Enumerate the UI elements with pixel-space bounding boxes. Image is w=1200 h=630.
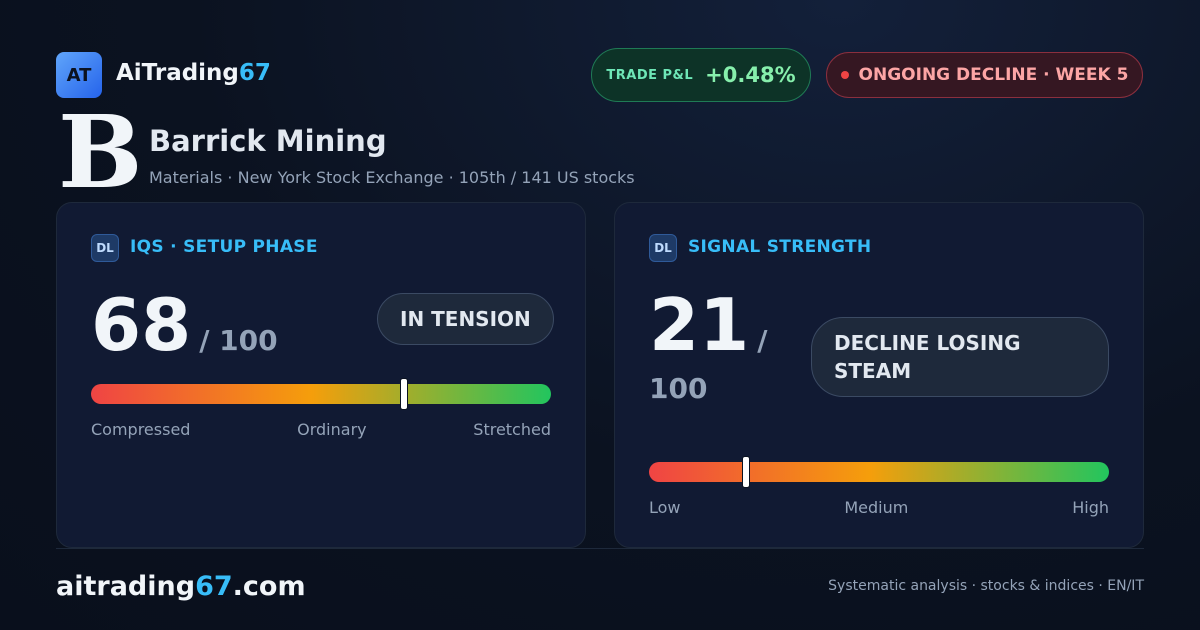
score-max: / 100 <box>199 324 278 357</box>
card-title: SIGNAL STRENGTH <box>688 237 872 257</box>
logo-badge: AT <box>56 52 102 98</box>
status-dot <box>840 71 849 79</box>
site-url: aitrading67.com <box>56 571 306 602</box>
status-tag: IN TENSION <box>377 293 554 345</box>
score-value: 21 <box>649 283 750 367</box>
gauge-bar <box>91 378 551 410</box>
footer-rule <box>56 548 1144 549</box>
scale-label: Medium <box>844 498 909 517</box>
tagline: Systematic analysis · stocks & indices ·… <box>828 578 1144 594</box>
card: DL SIGNAL STRENGTH 21/ 100 DECLINE LOSIN… <box>614 202 1144 548</box>
site-tld: .com <box>232 571 306 602</box>
scale-label: High <box>1072 498 1109 517</box>
status-text: ONGOING DECLINE · WEEK 5 <box>858 65 1129 85</box>
card: DL IQS · SETUP PHASE 68/ 100 IN TENSION … <box>56 202 586 548</box>
status-pill: ONGOING DECLINE · WEEK 5 <box>826 52 1143 98</box>
scale-label: Stretched <box>473 420 551 439</box>
pnl-pill: TRADE P&L +0.48% <box>591 48 811 102</box>
brand-accent: 67 <box>238 60 271 86</box>
gauge-scale: Compressed Ordinary Stretched <box>91 420 551 439</box>
gauge-bar <box>649 456 1109 488</box>
scale-label: Compressed <box>91 420 191 439</box>
pnl-label: TRADE P&L <box>606 67 694 83</box>
pnl-value: +0.48% <box>705 63 796 87</box>
status-tag: DECLINE LOSING STEAM <box>811 317 1109 397</box>
gauge-marker <box>741 456 750 488</box>
grade: B <box>58 93 143 211</box>
gauge-scale: Low Medium High <box>649 498 1109 517</box>
score: 68/ 100 <box>91 289 278 361</box>
scale-label: Low <box>649 498 681 517</box>
score: 21/ 100 <box>649 289 779 412</box>
gauge-marker <box>399 378 408 410</box>
scale-label: Ordinary <box>297 420 367 439</box>
score-max: / 100 <box>649 324 768 405</box>
score-value: 68 <box>91 283 192 367</box>
site-accent: 67 <box>195 571 233 602</box>
site-name: aitrading <box>56 571 196 602</box>
stock-name: Barrick Mining <box>149 124 387 158</box>
card-badge: DL <box>91 234 119 262</box>
stock-meta: Materials · New York Stock Exchange · 10… <box>149 168 635 187</box>
brand: AiTrading67 <box>116 60 271 86</box>
card-badge: DL <box>649 234 677 262</box>
brand-name: AiTrading <box>116 60 239 86</box>
card-title: IQS · SETUP PHASE <box>130 237 318 257</box>
